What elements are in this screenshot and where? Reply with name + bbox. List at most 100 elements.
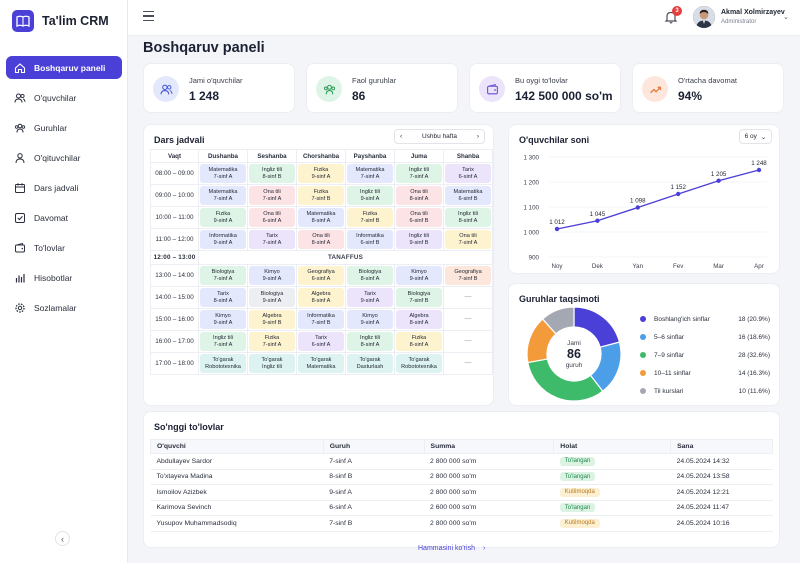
sidebar-item-davomat[interactable]: Davomat — [6, 206, 122, 229]
sidebar-item-boshqaruv-paneli[interactable]: Boshqaruv paneli — [6, 56, 122, 79]
period-select[interactable]: 6 oy ⌄ — [739, 129, 772, 144]
lesson-block[interactable]: To'garak Robototexnika — [396, 354, 442, 373]
lesson-block[interactable]: Ingliz tili 8-sinf A — [445, 208, 491, 227]
data-point[interactable] — [635, 205, 640, 210]
lesson-block[interactable]: Ingliz tili 7-sinf A — [396, 164, 442, 183]
lesson-block[interactable]: Ona tili 6-sinf A — [249, 208, 295, 227]
home-icon — [14, 62, 26, 74]
lesson-block[interactable]: Ona tili 7-sinf A — [445, 230, 491, 249]
lesson-block[interactable]: Biologiya 9-sinf A — [249, 288, 295, 307]
lesson-block[interactable]: Kimyo 9-sinf A — [396, 266, 442, 285]
lesson-block[interactable]: Algebra 8-sinf A — [396, 310, 442, 329]
lesson-block[interactable]: Kimyo 9-sinf A — [200, 310, 246, 329]
stat-card: Bu oygi to'lovlar 142 500 000 so'm — [469, 63, 621, 113]
lesson-block[interactable]: Biologiya 7-sinf A — [200, 266, 246, 285]
donut-slice[interactable] — [541, 306, 575, 335]
lesson-block[interactable]: To'garak Robototexnika — [200, 354, 246, 373]
lesson-subject: Matematika — [453, 189, 483, 196]
sidebar-item-sozlamalar[interactable]: Sozlamalar — [6, 296, 122, 319]
sidebar-item-o-quvchilar[interactable]: O'quvchilar — [6, 86, 122, 109]
lesson-block[interactable]: Matematika 6-sinf B — [445, 186, 491, 205]
lesson-block[interactable]: Ingliz tili 8-sinf A — [347, 332, 393, 351]
sidebar-item-hisobotlar[interactable]: Hisobotlar — [6, 266, 122, 289]
lesson-block[interactable]: Fizika 8-sinf A — [396, 332, 442, 351]
lesson-block[interactable]: Fizika 7-sinf B — [347, 208, 393, 227]
lesson-block[interactable]: Geografiya 7-sinf B — [445, 266, 491, 285]
lesson-block[interactable]: Informatika 6-sinf B — [347, 230, 393, 249]
lesson-subject: Biologiya — [407, 291, 431, 298]
lesson-block[interactable]: Geografiya 6-sinf A — [298, 266, 344, 285]
column-header[interactable]: Sana — [670, 439, 773, 454]
lesson-block[interactable]: Ingliz tili 9-sinf B — [396, 230, 442, 249]
data-point[interactable] — [554, 226, 560, 232]
break-row: 12:00 – 13:00 TANAFFUS — [150, 250, 493, 265]
lesson-block[interactable]: Algebra 8-sinf A — [298, 288, 344, 307]
lesson-block[interactable]: Matematika 7-sinf A — [200, 164, 246, 183]
chevron-left-icon[interactable]: ‹ — [400, 133, 403, 140]
lesson-block[interactable]: To'garak Ingliz tili — [249, 354, 295, 373]
lesson-block[interactable]: Matematika 8-sinf A — [298, 208, 344, 227]
lesson-block[interactable]: Fizika 9-sinf A — [298, 164, 344, 183]
lesson-block[interactable]: Ona tili 6-sinf B — [396, 208, 442, 227]
column-header[interactable]: Guruh — [322, 439, 425, 454]
lesson-block[interactable]: Kimyo 9-sinf A — [347, 310, 393, 329]
collapse-sidebar-button[interactable]: ‹ — [55, 531, 70, 546]
lesson-block[interactable]: Tarix 6-sinf A — [445, 164, 491, 183]
lesson-block[interactable]: Kimyo 9-sinf A — [249, 266, 295, 285]
lesson-block[interactable]: Tarix 9-sinf A — [347, 288, 393, 307]
status-cell: To'langan — [553, 469, 671, 485]
data-point[interactable] — [716, 178, 721, 183]
schedule-row: 13:00 – 14:00 Biologiya 7-sinf A Kimyo 9-sin… — [150, 264, 493, 287]
brand[interactable]: Ta'lim CRM — [12, 10, 109, 32]
lesson-block[interactable]: Informatika 7-sinf B — [298, 310, 344, 329]
sidebar-item-dars-jadvali[interactable]: Dars jadvali — [6, 176, 122, 199]
column-header[interactable]: Summa — [423, 439, 555, 454]
bell-icon[interactable] — [663, 9, 679, 25]
lesson-block[interactable]: Biologiya 7-sinf B — [396, 288, 442, 307]
lesson-block[interactable]: Tarix 6-sinf A — [298, 332, 344, 351]
lesson-block[interactable]: Ingliz tili 7-sinf A — [200, 332, 246, 351]
avatar[interactable] — [693, 6, 715, 28]
lesson-block[interactable]: Matematika 7-sinf A — [200, 186, 246, 205]
lesson-block[interactable]: Algebra 9-sinf B — [249, 310, 295, 329]
lesson-block[interactable]: Tarix 8-sinf A — [200, 288, 246, 307]
amount: 2 800 000 so'm — [424, 469, 554, 485]
lesson-block[interactable]: Ona tili 7-sinf A — [249, 186, 295, 205]
lesson-block[interactable]: Ona tili 8-sinf A — [396, 186, 442, 205]
sidebar-item-to-lovlar[interactable]: To'lovlar — [6, 236, 122, 259]
lesson-block[interactable]: Informatika 9-sinf A — [200, 230, 246, 249]
lesson-block[interactable]: Tarix 7-sinf A — [249, 230, 295, 249]
sidebar-item-guruhlar[interactable]: Guruhlar — [6, 116, 122, 139]
data-point[interactable] — [756, 167, 762, 173]
chevron-right-icon[interactable]: › — [476, 133, 479, 140]
lesson-block[interactable]: Ona tili 8-sinf A — [298, 230, 344, 249]
sidebar-item-label: Boshqaruv paneli — [34, 62, 106, 73]
see-all-link[interactable]: Hammasini ko'rish › — [418, 545, 485, 552]
lesson-block[interactable]: Fizika 7-sinf B — [298, 186, 344, 205]
lesson-block[interactable]: Fizika 7-sinf A — [249, 332, 295, 351]
lesson-block[interactable]: Ingliz tili 9-sinf A — [347, 186, 393, 205]
sidebar-item-o-qituvchilar[interactable]: O'qituvchilar — [6, 146, 122, 169]
lesson-block[interactable]: Fizika 9-sinf A — [200, 208, 246, 227]
lesson-block[interactable]: Matematika 7-sinf A — [347, 164, 393, 183]
group-icon — [14, 122, 26, 134]
chevron-down-icon[interactable]: ⌄ — [783, 14, 789, 21]
column-header[interactable]: Holat — [553, 439, 672, 454]
menu-icon[interactable] — [143, 11, 154, 21]
legend-item: Til kurslari 10 (11.6%) — [640, 385, 770, 397]
lesson-block[interactable]: Biologiya 8-sinf A — [347, 266, 393, 285]
lesson-block[interactable]: To'garak Matematika — [298, 354, 344, 373]
lesson-group: 8-sinf A — [311, 297, 331, 304]
lesson-block[interactable]: To'garak Dasturlash — [347, 354, 393, 373]
legend-swatch — [640, 370, 646, 376]
data-point[interactable] — [676, 191, 681, 197]
lesson-block[interactable]: Ingliz tili 8-sinf B — [249, 164, 295, 183]
user-name[interactable]: Akmal Xolmirzayev — [721, 9, 785, 16]
data-point[interactable] — [595, 218, 600, 223]
column-header[interactable]: O'quvchi — [150, 439, 324, 454]
